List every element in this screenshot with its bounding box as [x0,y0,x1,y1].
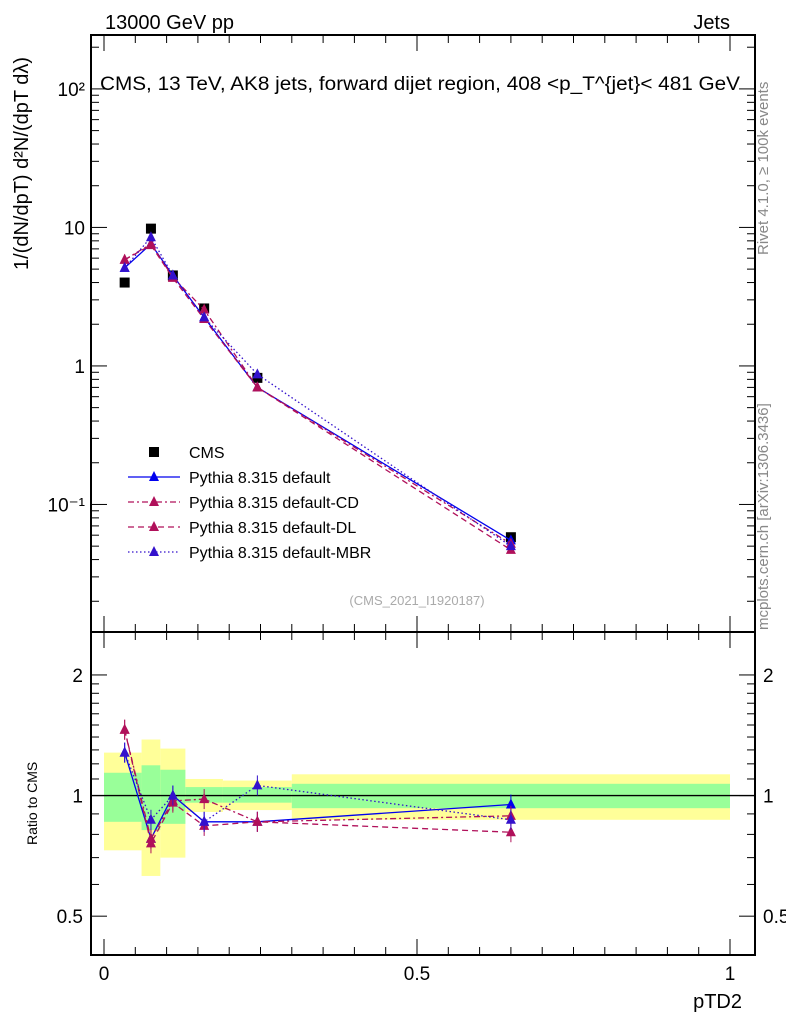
dl-marker [145,239,156,250]
dl-ratio-marker [252,815,263,826]
x-axis-label: pTD2 [693,991,742,1013]
mbr-marker [167,269,178,280]
mbr-marker [252,368,263,379]
legend-dl-label: Pythia 8.315 default-DL [189,520,356,537]
dl-line [124,244,512,551]
cd-line [124,243,512,545]
cms-data-point [145,223,156,234]
ratio-panel: 0.5 0.5 1 1 2 2 0 0.5 1 [57,631,786,985]
uncertainty-band-stat [104,772,142,822]
cd-ratio-line [124,729,511,841]
dl-marker [119,253,130,264]
header-right: Jets [693,12,730,34]
mbr-ratio-marker [252,779,263,790]
ratio-y-tick-label: 2 [72,666,83,687]
main-panel: 10⁻¹ 1 10 10² [48,34,756,633]
ratio-y-tick-label: 1 [72,787,83,808]
ratio-y-axis-label: Ratio to CMS [24,762,40,845]
mbr-marker [145,231,156,242]
cd-marker [199,303,210,314]
plot-title: CMS, 13 TeV, AK8 jets, forward dijet reg… [100,74,740,95]
dl-ratio-marker [505,826,516,837]
mbr-marker [199,311,210,322]
ratio-y-tick-label-right: 0.5 [763,907,786,928]
y-tick-label: 1 [74,357,85,378]
ratio-y-tick-label: 0.5 [57,907,83,928]
dl-marker [252,381,263,392]
dl-ratio-marker [119,723,130,734]
cd-ratio-marker [199,793,210,804]
legend-default-label: Pythia 8.315 default [189,470,331,487]
legend-dl-marker [149,521,159,531]
uncertainty-band-stat [141,765,161,831]
mbr-marker [119,261,130,272]
legend-mbr-marker [149,546,159,556]
legend: CMS Pythia 8.315 default Pythia 8.315 defa… [128,445,371,562]
mbr-ratio-marker [167,789,178,800]
ratio-frame [90,631,756,956]
mbr-marker [505,540,516,551]
rivet-label: Rivet 4.1.0, ≥ 100k events [755,82,772,255]
dl-ratio-line [124,729,511,846]
legend-mbr-label: Pythia 8.315 default-MBR [189,545,371,562]
y-tick-label: 10 [64,218,85,239]
dl-ratio-marker [145,837,156,848]
mcplots-label: mcplots.cern.ch [arXiv:1306.3436] [755,403,772,630]
legend-cms-label: CMS [189,445,225,462]
mbr-ratio-marker [119,746,130,757]
legend-cd-marker [149,496,159,506]
main-frame [90,34,756,633]
y-tick-label: 10² [58,80,85,101]
mbr-ratio-marker [199,815,210,826]
legend-default-marker [149,471,159,481]
ratio-y-tick-label-right: 2 [763,666,774,687]
x-tick-label: 0.5 [404,964,430,985]
x-tick-label: 0 [99,964,110,985]
mbr-ratio-line [124,752,511,823]
mbr-ratio-marker [145,813,156,824]
mbr-ratio-marker [505,813,516,824]
y-tick-label: 10⁻¹ [48,495,86,516]
header-left: 13000 GeV pp [105,12,234,34]
main-y-axis-label: 1/(dN/dpT) d²N/(dpT dλ) [11,57,33,270]
ratio-y-tick-label-right: 1 [763,787,774,808]
legend-cd-label: Pythia 8.315 default-CD [189,495,359,512]
legend-cms-marker [149,447,159,457]
default-ratio-marker [505,798,516,809]
watermark: (CMS_2021_I1920187) [349,593,484,608]
x-tick-label: 1 [725,964,736,985]
cms-data-point [119,277,130,288]
